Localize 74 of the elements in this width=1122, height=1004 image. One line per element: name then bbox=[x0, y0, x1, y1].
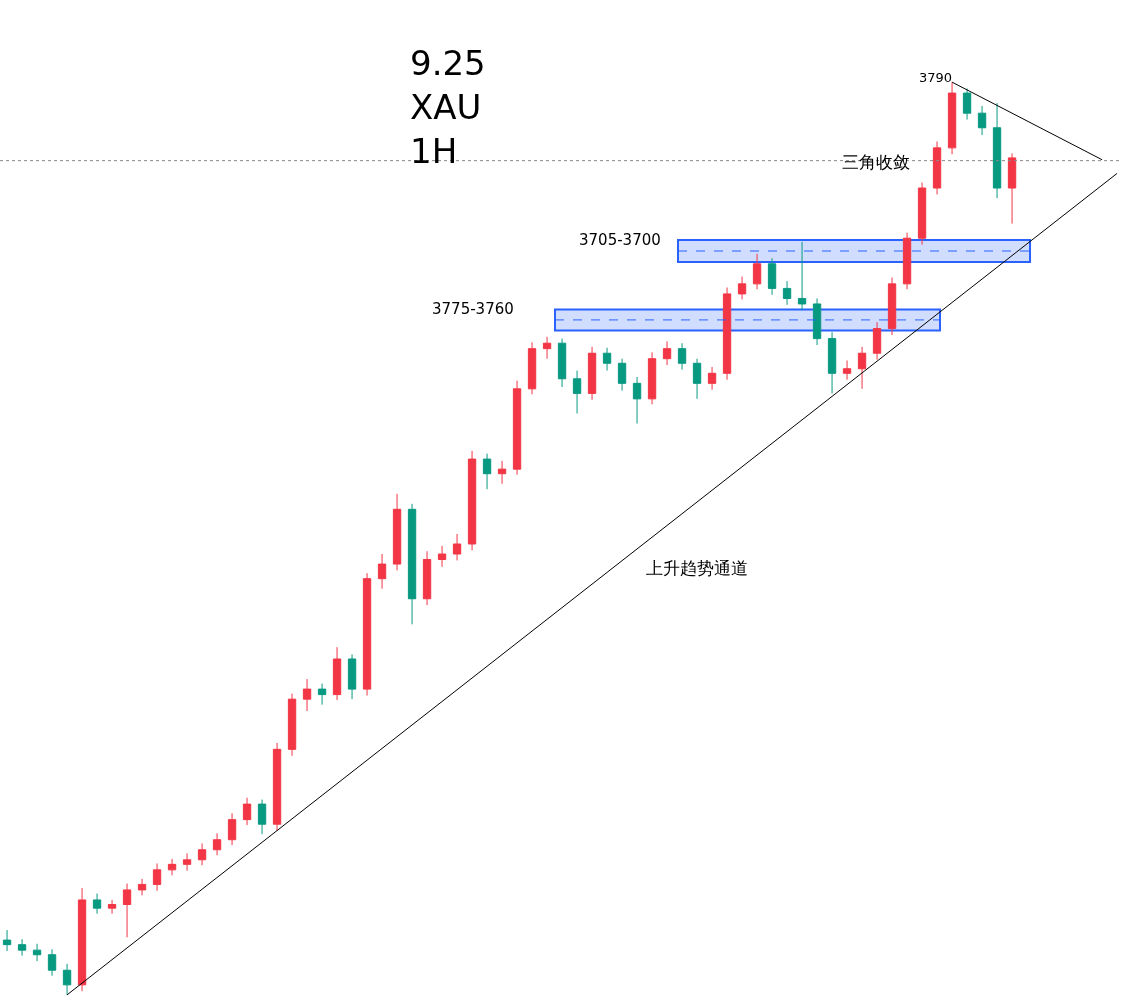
candlestick bbox=[452, 533, 462, 561]
candlestick bbox=[62, 963, 72, 996]
candlestick bbox=[617, 358, 627, 392]
candlestick bbox=[362, 572, 372, 696]
candlestick bbox=[77, 887, 87, 992]
candlestick bbox=[17, 938, 27, 957]
candlestick bbox=[242, 797, 252, 826]
candlestick bbox=[602, 347, 612, 372]
candlestick bbox=[497, 460, 507, 485]
candlestick bbox=[572, 370, 582, 414]
candlestick bbox=[677, 342, 687, 371]
candlestick bbox=[872, 321, 882, 361]
candlestick bbox=[437, 545, 447, 568]
candlestick bbox=[542, 336, 552, 360]
candlestick bbox=[377, 553, 387, 590]
candlestick bbox=[992, 102, 1002, 199]
candlestick bbox=[962, 88, 972, 121]
candlestick bbox=[317, 683, 327, 706]
candlestick bbox=[347, 653, 357, 700]
candlestick bbox=[857, 346, 867, 390]
chart-title: 9.25 XAU 1H bbox=[410, 43, 486, 172]
candlestick bbox=[287, 693, 297, 757]
candlestick bbox=[332, 646, 342, 701]
band-label: 3775-3760 bbox=[432, 300, 514, 318]
candlestick bbox=[137, 878, 147, 896]
candlestick bbox=[467, 450, 477, 551]
candlestick bbox=[737, 276, 747, 300]
annotation: 三角收敛 bbox=[842, 152, 910, 172]
candlestick bbox=[197, 842, 207, 866]
candlestick bbox=[842, 360, 852, 381]
candlestick bbox=[812, 297, 822, 346]
candlestick bbox=[212, 832, 222, 856]
candlestick bbox=[527, 341, 537, 395]
candlestick bbox=[302, 678, 312, 712]
candlestick bbox=[662, 340, 672, 366]
candlestick bbox=[32, 943, 42, 962]
candlestick bbox=[632, 376, 642, 425]
candlestick bbox=[107, 899, 117, 915]
candlestick bbox=[557, 338, 567, 388]
candlestick bbox=[797, 241, 807, 311]
candlestick bbox=[722, 287, 732, 381]
candlestick bbox=[482, 453, 492, 490]
candlestick bbox=[2, 929, 12, 952]
candlestick bbox=[227, 812, 237, 846]
candlestick bbox=[392, 493, 402, 571]
annotation: 3790 bbox=[919, 70, 953, 85]
band-label: 3705-3700 bbox=[579, 231, 661, 249]
candlestick bbox=[512, 380, 522, 476]
candlestick bbox=[152, 862, 162, 892]
candlestick bbox=[272, 742, 282, 832]
candlestick bbox=[692, 358, 702, 400]
candlestick bbox=[917, 182, 927, 246]
candlestick bbox=[257, 799, 267, 835]
candlestick bbox=[167, 858, 177, 876]
candlestick bbox=[932, 140, 942, 195]
candlestick bbox=[902, 232, 912, 290]
candlestick bbox=[92, 893, 102, 915]
candlestick bbox=[182, 852, 192, 872]
candlestick bbox=[122, 883, 132, 938]
candlestick bbox=[887, 276, 897, 336]
candlestick bbox=[827, 331, 837, 394]
candlestick bbox=[422, 550, 432, 606]
candlestick bbox=[977, 105, 987, 136]
candlestick bbox=[587, 346, 597, 401]
candlestick bbox=[782, 280, 792, 306]
annotation: 上升趋势通道 bbox=[646, 558, 748, 578]
candlestick bbox=[47, 948, 57, 977]
candlestick bbox=[707, 366, 717, 391]
candlestick bbox=[407, 503, 417, 625]
candlestick bbox=[947, 81, 957, 155]
candlestick bbox=[647, 351, 657, 405]
candlestick bbox=[752, 253, 762, 290]
candlestick bbox=[1007, 152, 1017, 225]
candlestick bbox=[767, 257, 777, 296]
